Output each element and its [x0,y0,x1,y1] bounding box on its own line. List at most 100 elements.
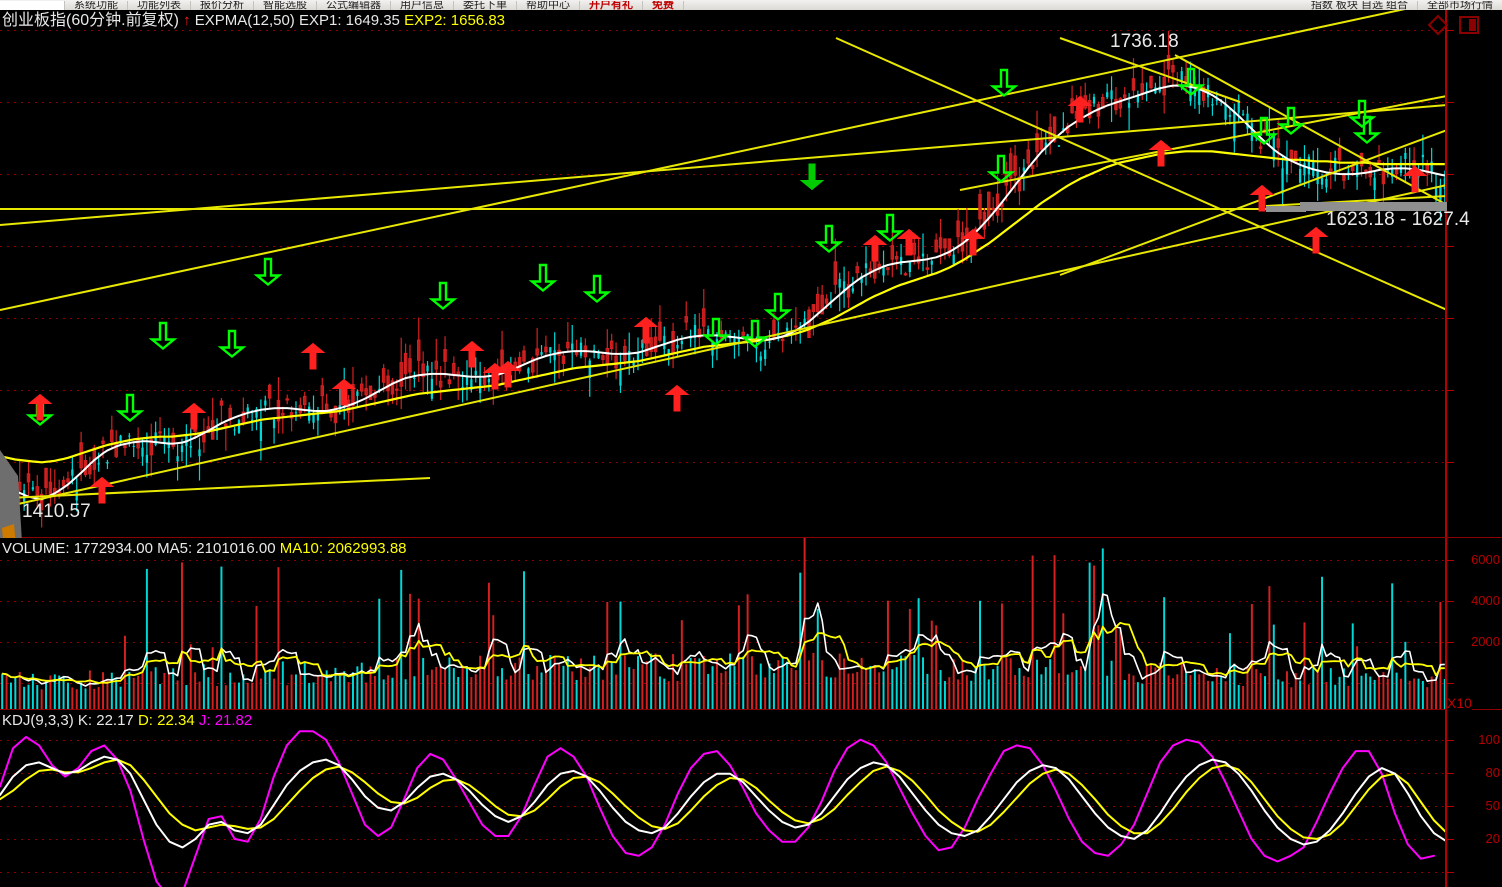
kdj-j-value: 21.82 [214,712,253,729]
toolbar-item-6[interactable]: 委托下单 [454,1,517,10]
kdj-gridline [0,740,1447,741]
price-chart-panel[interactable]: 创业板指(60分钟.前复权) ↑ EXPMA(12,50) EXP1: 1649… [0,10,1502,538]
kdj-k-value: 22.17 [96,712,134,729]
buy-arrow-marker [633,316,659,344]
swing-low-label: 1410.57 [22,501,91,522]
toolbar-item-promo-2[interactable]: 免费 [643,1,684,10]
horizontal-trendline[interactable] [0,208,1447,210]
chart-tool-icons[interactable] [1427,14,1480,36]
price-gridline [0,318,1447,319]
toolbar-logo[interactable] [0,1,65,10]
volume-tick: 4000 [1471,593,1500,608]
left-edge-marker [0,450,22,538]
volume-plot-area[interactable] [0,538,1447,710]
kdj-gridline [0,872,1447,873]
kdj-plot-area[interactable] [0,710,1447,887]
kdj-tick: 80 [1485,765,1500,780]
sell-arrow-marker [582,274,612,304]
kdj-header: KDJ(9,3,3) K: 22.17 D: 22.34 J: 21.82 [2,712,252,729]
trendline-2 [0,104,1447,226]
kdj-tick: 100 [1478,732,1500,747]
volume-header: VOLUME: 1772934.00 MA5: 2101016.00 MA10:… [2,540,407,557]
kdj-gridline [0,839,1447,840]
toolbar-right-item-0[interactable]: 指数 板块 自选 组合 [1302,1,1418,10]
toolbar-item-7[interactable]: 帮助中心 [517,1,580,10]
price-plot-area[interactable] [0,10,1447,538]
trendline-5 [1059,129,1447,276]
volume-axis: 6000 4000 2000 [1445,538,1502,710]
price-gridline [0,462,1447,463]
toolbar-item-1[interactable]: 功能列表 [128,1,191,10]
symbol-name[interactable]: 创业板指(60分钟.前复权) [2,12,179,29]
volume-gridline [0,560,1447,561]
sell-arrow-marker [1176,67,1206,97]
buy-arrow-marker [1402,165,1428,193]
toolbar-item-4[interactable]: 公式编辑器 [317,1,391,10]
split-pane-icon[interactable] [1458,14,1480,36]
buy-arrow-marker [664,384,690,412]
toolbar-item-3[interactable]: 智能选股 [254,1,317,10]
buy-arrow-marker [1303,226,1329,254]
volume-ma10-value: 2062993.88 [327,540,407,557]
kdj-gridline [0,806,1447,807]
buy-arrow-marker [331,378,357,406]
kdj-d-label: D: [137,712,153,729]
trendline-3 [835,37,1447,311]
kdj-tick: 20 [1485,831,1500,846]
price-gridline [0,174,1447,175]
sell-arrow-marker [989,68,1019,98]
sell-arrow-marker [1352,115,1382,145]
price-axis [1445,10,1502,538]
sell-arrow-marker [986,154,1016,184]
buy-arrow-marker [27,393,53,421]
price-volume-separator [0,537,1502,538]
sell-arrow-marker [763,292,793,322]
volume-chart-panel[interactable]: 6000 4000 2000 VOLUME: 1772934.00 MA5: 2… [0,538,1502,710]
price-gridline [0,30,1447,31]
sell-arrow-marker [1276,106,1306,136]
toolbar-right-item-1[interactable]: 全部市场行情 [1427,1,1493,10]
volume-gridline [0,601,1447,602]
buy-arrow-marker [862,234,888,262]
buy-arrow-marker [181,402,207,430]
sell-arrow-marker [814,224,844,254]
sell-arrow-marker [253,257,283,287]
kdj-title: KDJ(9,3,3) [2,712,74,729]
sell-arrow-marker [1347,99,1377,129]
volume-value: 1772934.00 [73,540,153,557]
volume-gridline [0,683,1447,684]
kdj-chart-panel[interactable]: 100 80 50 20 KDJ(9,3,3) K: 22.17 D: 22.3… [0,710,1502,887]
support-zone-band-2 [1266,206,1306,212]
sell-arrow-marker [428,281,458,311]
price-gridline [0,390,1447,391]
sell-arrow-marker [740,319,770,349]
toolbar-item-0[interactable]: 系统功能 [65,1,128,10]
buy-arrow-marker [495,360,521,388]
sell-arrow-marker [148,321,178,351]
kdj-d-value: 22.34 [157,712,195,729]
volume-series-canvas [1,538,1446,710]
volume-ma5-value: 2101016.00 [196,540,276,557]
indicator-name[interactable]: EXPMA(12,50) [194,12,295,29]
volume-gridline [0,642,1447,643]
toolbar-item-promo-1[interactable]: 开户有礼 [580,1,643,10]
sell-arrow-marker [701,317,731,347]
buy-arrow-marker [960,228,986,256]
toolbar-item-5[interactable]: 用户信息 [391,1,454,10]
kdj-j-label: J: [198,712,211,729]
price-header: 创业板指(60分钟.前复权) ↑ EXPMA(12,50) EXP1: 1649… [2,12,505,29]
sell-arrow-marker [1249,116,1279,146]
exp1-label: EXP1: [298,12,342,29]
toolbar-item-2[interactable]: 报价分析 [191,1,254,10]
trendline-6 [1174,54,1447,206]
exp2-value: 1656.83 [450,12,506,29]
sell-arrow-marker [115,393,145,423]
diamond-tool-icon[interactable] [1427,14,1449,36]
buy-arrow-marker [300,342,326,370]
price-gridline [0,246,1447,247]
sell-arrow-marker [217,329,247,359]
exp2-label: EXP2: [404,12,447,29]
trend-up-icon: ↑ [183,12,191,29]
kdj-series-canvas [0,730,1447,887]
